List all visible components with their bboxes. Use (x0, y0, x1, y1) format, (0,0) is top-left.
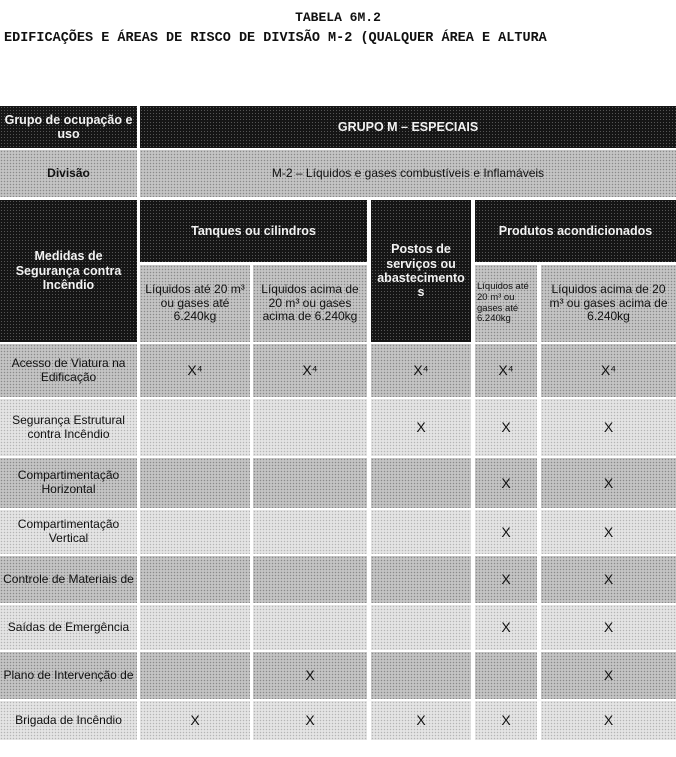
requirement-cell (140, 652, 250, 699)
requirement-cell (253, 510, 367, 554)
requirement-cell: X (140, 701, 250, 740)
row-label: Brigada de Incêndio (0, 701, 137, 740)
division-label: Divisão (0, 150, 137, 197)
division-value: M-2 – Líquidos e gases combustíveis e In… (140, 150, 676, 197)
requirement-cell: X (475, 701, 537, 740)
table-title: EDIFICAÇÕES E ÁREAS DE RISCO DE DIVISÃO … (4, 31, 547, 46)
requirement-cell: X⁴ (541, 344, 676, 397)
requirement-cell: X (371, 701, 471, 740)
requirement-cell (140, 510, 250, 554)
requirement-cell: X (253, 701, 367, 740)
requirement-cell: X (475, 556, 537, 603)
requirement-cell (253, 399, 367, 456)
products-header: Produtos acondicionados (475, 200, 676, 262)
requirement-cell (253, 556, 367, 603)
row-label: Compartimentação Vertical (0, 510, 137, 554)
requirement-cell: X⁴ (371, 344, 471, 397)
group-label: Grupo de ocupação e uso (0, 106, 137, 148)
requirement-cell (140, 605, 250, 650)
sub-header: Líquidos até 20 m³ ou gases até 6.240kg (140, 265, 250, 342)
row-label: Plano de Intervenção de (0, 652, 137, 699)
requirement-cell: X (541, 399, 676, 456)
requirement-cell: X (541, 701, 676, 740)
sub-header: Líquidos acima de 20 m³ ou gases acima d… (541, 265, 676, 342)
requirement-cell: X (475, 399, 537, 456)
requirement-cell (371, 556, 471, 603)
measures-label: Medidas de Segurança contra Incêndio (0, 200, 137, 342)
requirement-cell: X (541, 605, 676, 650)
sub-header: Líquidos até 20 m³ ou gases até 6.240kg (475, 265, 537, 342)
requirement-cell (140, 556, 250, 603)
stations-header: Postos de serviços ou abastecimento s (371, 200, 471, 342)
requirement-cell: X (475, 458, 537, 508)
requirement-cell: X⁴ (253, 344, 367, 397)
row-label: Controle de Materiais de (0, 556, 137, 603)
requirement-cell: X (541, 652, 676, 699)
requirement-cell (371, 605, 471, 650)
requirement-cell (475, 652, 537, 699)
requirement-cell (371, 510, 471, 554)
requirement-cell: X (475, 510, 537, 554)
requirement-cell: X⁴ (140, 344, 250, 397)
requirement-cell: X (371, 399, 471, 456)
requirement-cell (253, 605, 367, 650)
row-label: Compartimentação Horizontal (0, 458, 137, 508)
sub-header: Líquidos acima de 20 m³ ou gases acima d… (253, 265, 367, 342)
table-number: TABELA 6M.2 (295, 10, 381, 25)
requirement-cell (371, 652, 471, 699)
requirement-cell (253, 458, 367, 508)
group-value: GRUPO M – ESPECIAIS (140, 106, 676, 148)
row-label: Segurança Estrutural contra Incêndio (0, 399, 137, 456)
requirement-cell: X⁴ (475, 344, 537, 397)
requirement-cell: X (541, 510, 676, 554)
requirement-cell: X (541, 556, 676, 603)
tanks-header: Tanques ou cilindros (140, 200, 367, 262)
requirement-cell: X (475, 605, 537, 650)
requirement-cell: X (541, 458, 676, 508)
requirement-cell: X (253, 652, 367, 699)
requirement-cell (371, 458, 471, 508)
row-label: Saídas de Emergência (0, 605, 137, 650)
requirement-cell (140, 399, 250, 456)
requirement-cell (140, 458, 250, 508)
row-label: Acesso de Viatura na Edificação (0, 344, 137, 397)
